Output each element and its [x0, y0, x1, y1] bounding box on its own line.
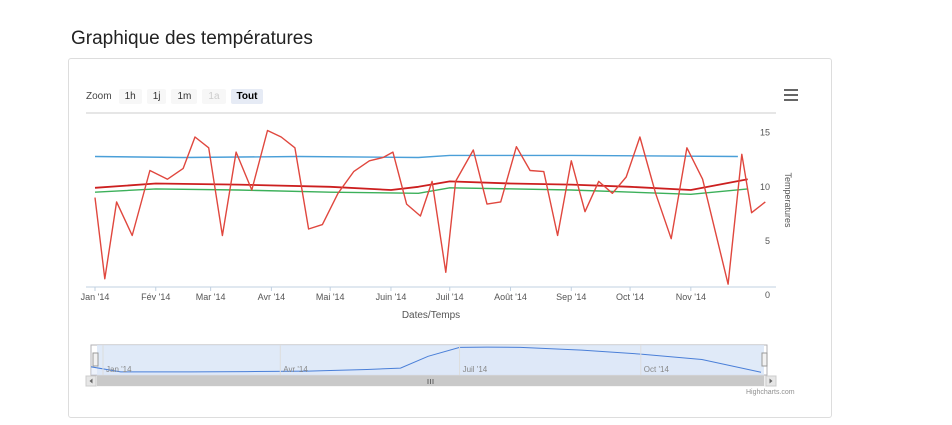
zoom-button-1m[interactable]: 1m [171, 88, 198, 104]
x-tick-label: Nov '14 [676, 292, 706, 302]
y-axis: 0 5 10 15 [760, 128, 770, 300]
x-axis-title: Dates/Temps [402, 310, 460, 321]
zoom-button-1a: 1a [202, 88, 226, 104]
x-tick-label: Sep '14 [556, 292, 586, 302]
navigator-tick-label: Jan '14 [106, 365, 132, 374]
scrollbar[interactable] [85, 375, 777, 387]
scrollbar-right-arrow-icon [769, 378, 773, 384]
zoom-label: Zoom [86, 90, 112, 102]
navigator-tick-label: Oct '14 [644, 365, 670, 374]
navigator-tick-label: Avr '14 [283, 365, 308, 374]
navigator-handle-left[interactable] [92, 352, 99, 367]
x-tick-label: Jan '14 [81, 292, 110, 302]
zoom-button-1h[interactable]: 1h [118, 88, 142, 104]
series-layer [94, 129, 766, 285]
hamburger-menu-icon[interactable] [784, 89, 798, 101]
series-line-1 [94, 178, 748, 191]
y-axis-title: Temperatures [783, 172, 793, 228]
navigator-series [91, 346, 762, 375]
x-tick-label: Fév '14 [141, 292, 170, 302]
navigator-tick-label: Juil '14 [463, 365, 488, 374]
navigator-handle-right[interactable] [761, 352, 768, 367]
navigator-line [91, 346, 762, 373]
y-tick-label: 5 [765, 236, 770, 246]
navigator-x-axis: Jan '14 Avr '14 Juil '14 Oct '14 [102, 345, 670, 375]
y-tick-label: 15 [760, 128, 770, 138]
x-tick-label: Mar '14 [196, 292, 226, 302]
zoom-toolbar: Zoom 1h 1j 1m 1a Tout [86, 88, 268, 104]
series-line-3 [94, 129, 766, 285]
x-tick-label: Oct '14 [616, 292, 644, 302]
page-title: Graphique des températures [71, 28, 313, 49]
x-tick-label: Avr '14 [258, 292, 286, 302]
x-axis: Jan '14 Fév '14 Mar '14 Avr '14 Mai '14 Juin … [81, 287, 706, 302]
series-line-0 [94, 154, 738, 159]
navigator-area [91, 347, 761, 375]
x-tick-label: Juin '14 [376, 292, 407, 302]
x-tick-label: Août '14 [494, 292, 527, 302]
x-tick-label: Mai '14 [316, 292, 345, 302]
y-tick-label: 0 [765, 290, 770, 300]
navigator: Jan '14 Avr '14 Juil '14 Oct '14 [90, 344, 768, 376]
scrollbar-left-arrow-icon [89, 378, 93, 384]
y-tick-label: 10 [760, 182, 770, 192]
scrollbar-grip-icon [427, 379, 434, 384]
zoom-button-tout[interactable]: Tout [230, 88, 264, 104]
zoom-button-1j[interactable]: 1j [146, 88, 167, 104]
credits-link[interactable]: Highcharts.com [746, 389, 795, 396]
x-tick-label: Juil '14 [436, 292, 464, 302]
series-line-2 [94, 187, 748, 195]
